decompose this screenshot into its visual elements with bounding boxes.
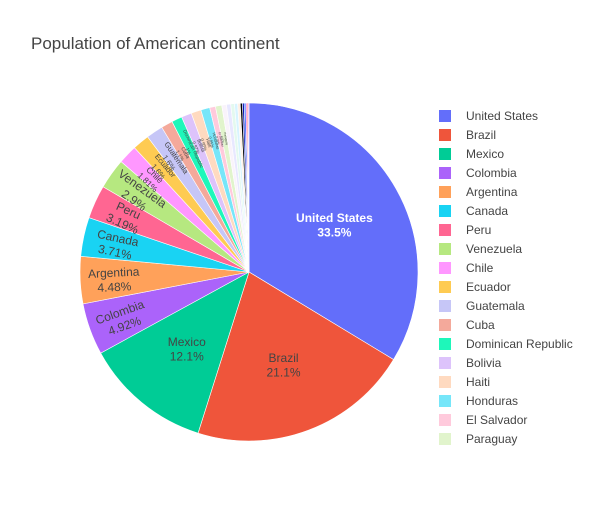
legend-item-cuba[interactable]: Cuba: [439, 315, 601, 334]
legend-swatch: [439, 166, 451, 179]
legend-swatch: [439, 223, 451, 236]
legend-item-honduras[interactable]: Honduras: [439, 391, 601, 410]
slice-label-name: Argentina: [88, 264, 140, 280]
slice-label-name: Brazil: [269, 351, 299, 365]
legend-label: Mexico: [466, 146, 505, 161]
legend-label: El Salvador: [466, 412, 528, 427]
legend-label: Venezuela: [466, 241, 523, 256]
slice-label-percent: 0.95%: [199, 138, 208, 152]
legend-label: Bolivia: [466, 355, 502, 370]
legend-item-argentina[interactable]: Argentina: [439, 182, 601, 201]
legend-swatch: [439, 128, 451, 141]
legend-swatch: [439, 394, 451, 407]
slice-label-percent: 0.6%: [220, 136, 225, 144]
legend-item-haiti[interactable]: Haiti: [439, 372, 601, 391]
legend-swatch: [439, 299, 451, 312]
legend-item-venezuela[interactable]: Venezuela: [439, 239, 601, 258]
legend-swatch: [439, 204, 451, 217]
pie-slice-united-states[interactable]: [248, 102, 419, 360]
legend-item-bolivia[interactable]: Bolivia: [439, 353, 601, 372]
legend-label: Canada: [466, 203, 509, 218]
legend: United States Brazil Mexico Colombia Argenti…: [439, 106, 601, 448]
slice-label-percent: 12.1%: [170, 349, 204, 363]
legend-item-paraguay[interactable]: Paraguay: [439, 429, 601, 448]
legend-item-colombia[interactable]: Colombia: [439, 163, 601, 182]
slice-label-name: El Salvador: [218, 132, 225, 148]
legend-label: Haiti: [466, 374, 491, 389]
slice-label-name: Paraguay: [223, 132, 229, 146]
pie-slice-brazil[interactable]: [197, 271, 394, 442]
legend-item-united-states[interactable]: United States: [439, 106, 601, 125]
legend-label: Honduras: [466, 393, 519, 408]
slice-label-name: Mexico: [168, 335, 206, 349]
legend-swatch: [439, 356, 451, 369]
slice-label-percent: 33.5%: [317, 225, 351, 239]
legend-swatch: [439, 185, 451, 198]
pie-slice-mexico[interactable]: [100, 271, 250, 434]
legend-swatch: [439, 337, 451, 350]
legend-label: Dominican Republic: [466, 336, 573, 351]
legend-label: Colombia: [466, 165, 517, 180]
legend-swatch: [439, 280, 451, 293]
legend-item-canada[interactable]: Canada: [439, 201, 601, 220]
legend-label: Cuba: [466, 317, 495, 332]
legend-label: Argentina: [466, 184, 518, 199]
legend-label: Peru: [466, 222, 492, 237]
chart-title: Population of American continent: [31, 34, 280, 53]
slice-label-name: Cuba: [179, 146, 190, 160]
slice-label-percent: 0.97%: [191, 141, 200, 155]
slice-label-percent: 1%: [184, 147, 191, 155]
legend-swatch: [439, 261, 451, 274]
slice-label-percent: 3.71%: [97, 242, 134, 263]
legend-label: Chile: [466, 260, 494, 275]
legend-item-el-salvador[interactable]: El Salvador: [439, 410, 601, 429]
legend-label: Ecuador: [466, 279, 511, 294]
legend-swatch: [439, 432, 451, 445]
legend-swatch: [439, 413, 451, 426]
legend-item-peru[interactable]: Peru: [439, 220, 601, 239]
slice-label-percent: 1.1%: [174, 149, 185, 163]
legend-swatch: [439, 109, 451, 122]
legend-label: Brazil: [466, 127, 497, 142]
pie-slices: [79, 102, 419, 442]
slice-label-name: United States: [296, 211, 373, 225]
legend-item-mexico[interactable]: Mexico: [439, 144, 601, 163]
legend-swatch: [439, 242, 451, 255]
slice-label-percent: 0.55%: [215, 136, 221, 145]
legend-item-dominican-republic[interactable]: Dominican Republic: [439, 334, 601, 353]
slice-label-name: Haiti: [205, 138, 213, 148]
slice-label-name: Honduras: [211, 132, 220, 150]
slice-label-name: Bolivia: [196, 138, 206, 153]
slice-label-percent: 0.85%: [208, 136, 216, 149]
legend-label: Paraguay: [466, 431, 518, 446]
pie-slice-other-28[interactable]: [247, 102, 250, 273]
legend-swatch: [439, 375, 451, 388]
legend-item-chile[interactable]: Chile: [439, 258, 601, 277]
slice-label-percent: 21.1%: [267, 365, 301, 379]
slice-label-percent: 4.48%: [97, 279, 132, 295]
legend-swatch: [439, 147, 451, 160]
legend-item-brazil[interactable]: Brazil: [439, 125, 601, 144]
legend-label: Guatemala: [466, 298, 525, 313]
legend-item-ecuador[interactable]: Ecuador: [439, 277, 601, 296]
legend-swatch: [439, 318, 451, 331]
legend-item-guatemala[interactable]: Guatemala: [439, 296, 601, 315]
legend-label: United States: [466, 108, 539, 123]
